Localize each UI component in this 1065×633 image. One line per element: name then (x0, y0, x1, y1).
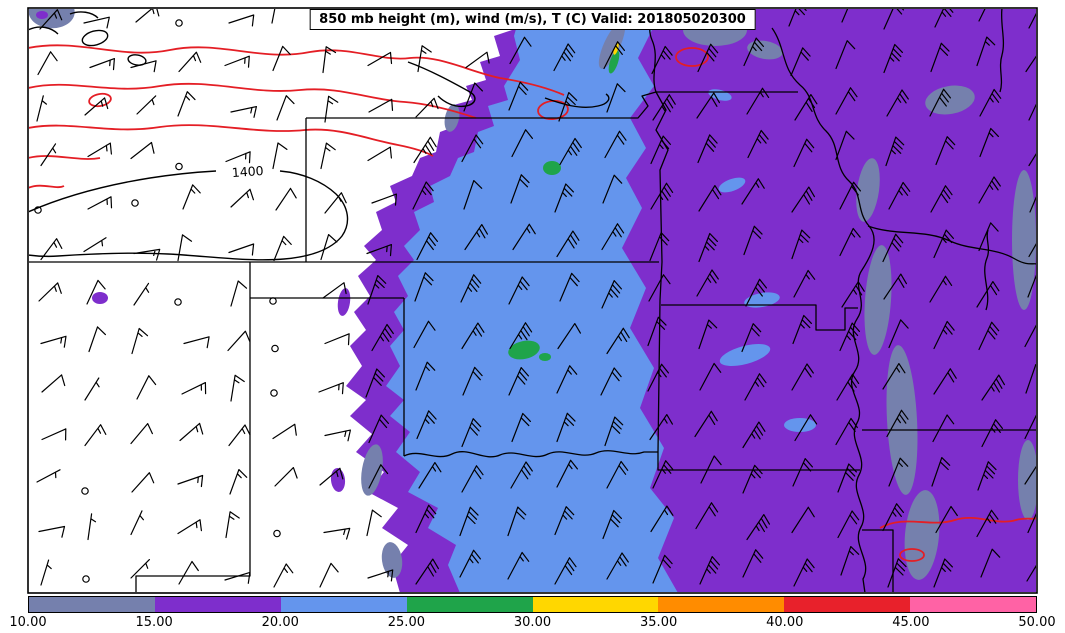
colorbar-segment-2 (154, 597, 281, 612)
temp-fill-10-15C-patch (904, 490, 940, 580)
temp-fill-20-25C-streak (744, 292, 780, 308)
temp-fill-10-15C-patch (1012, 170, 1036, 310)
colorbar-tick-label: 45.00 (892, 615, 930, 630)
colorbar-tick-label: 30.00 (513, 615, 552, 630)
colorbar-segment-4 (406, 597, 533, 612)
colorbar-tick-label: 15.00 (135, 615, 173, 630)
temp-fill-20-25C-streak (718, 177, 746, 193)
map-layers: 1400 (29, 9, 1036, 592)
colorbar-segment-6 (658, 597, 785, 612)
colorbar-tick-label: 20.00 (261, 615, 299, 630)
colorbar-tick-label: 10.00 (9, 615, 47, 630)
temp-fill-10-15C-patch (864, 245, 892, 355)
temp-fill-30-35C-sliver (613, 43, 619, 55)
temp-fill-15-20C-speck (337, 288, 351, 316)
colorbar-tick-label: 25.00 (387, 615, 425, 630)
temp-fill-20-25C-streak (784, 418, 816, 432)
plot-frame (27, 7, 1038, 594)
temp-fill-25-30C-patch (508, 340, 540, 360)
temp-fill-10-15C-patch (598, 21, 626, 69)
plot-title-box: 850 mb height (m), wind (m/s), T (C) Val… (309, 9, 756, 30)
colorbar (28, 596, 1037, 613)
temp-fill-20-25C-main (386, 9, 678, 592)
temp-fill-10-15C-patch (856, 158, 880, 222)
temp-fill-15-20C-speck (92, 292, 108, 304)
temp-fill-10-15C-patch (747, 40, 783, 60)
colorbar-segment-3 (280, 597, 407, 612)
colorbar-segment-8 (910, 597, 1036, 612)
colorbar-tick-label: 50.00 (1018, 615, 1056, 630)
colorbar-segment-5 (532, 597, 659, 612)
temp-fill-25-30C-patch (539, 353, 551, 361)
colorbar-tick-label: 35.00 (640, 615, 678, 630)
temp-fill-10-15C-patch (381, 542, 403, 578)
colorbar-tick-label: 40.00 (766, 615, 804, 630)
temp-fill-20-25C-streak (719, 344, 771, 366)
height-contour-layer (29, 11, 610, 261)
temp-fill-15-20C-speck (36, 11, 48, 19)
wind-barbs-layer (34, 9, 1036, 588)
height-contour-label: 1400 (231, 163, 264, 180)
temp-fill-10-15C-patch (925, 85, 975, 115)
temperature-fill-layer (29, 9, 1036, 592)
colorbar-segment-7 (784, 597, 911, 612)
plot-title: 850 mb height (m), wind (m/s), T (C) Val… (319, 12, 746, 27)
colorbar-segment-1 (29, 597, 155, 612)
temp-fill-10-15C-patch (361, 444, 383, 496)
temp-fill-25-30C-sliver (608, 50, 620, 74)
temp-fill-25-30C-patch (543, 161, 561, 175)
temp-fill-10-15C-patch (886, 345, 918, 495)
